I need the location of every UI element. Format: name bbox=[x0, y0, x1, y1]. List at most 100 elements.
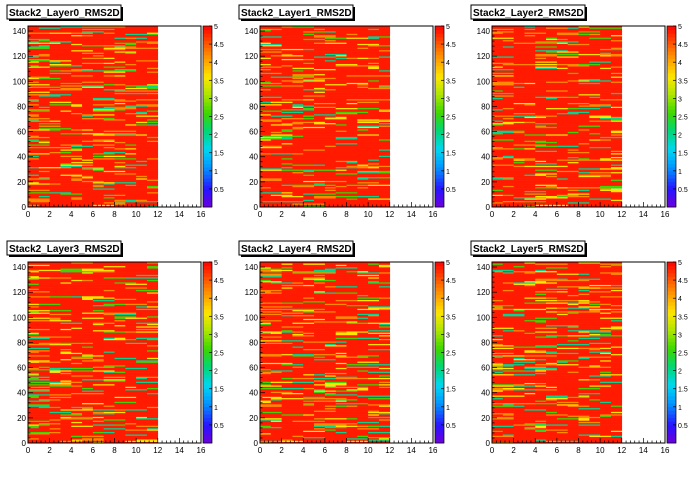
color-scale-band bbox=[435, 200, 444, 204]
title-box: Stack2_Layer4_RMS2D bbox=[239, 241, 355, 257]
color-scale-band bbox=[203, 273, 212, 277]
x-tick-label: 0 bbox=[258, 210, 263, 219]
color-scale-band bbox=[435, 178, 444, 182]
color-scale-band bbox=[203, 109, 212, 113]
color-scale-band bbox=[667, 30, 676, 34]
color-scale-label: 1.5 bbox=[214, 387, 224, 394]
color-scale-label: 4 bbox=[214, 296, 218, 303]
color-scale: 0.511.522.533.544.55 bbox=[203, 260, 224, 443]
color-scale-band bbox=[203, 269, 212, 273]
color-scale-band bbox=[667, 80, 676, 84]
color-scale-band bbox=[435, 88, 444, 92]
color-scale-band bbox=[435, 193, 444, 197]
color-scale-label: 2.5 bbox=[214, 115, 224, 122]
color-scale-band bbox=[203, 266, 212, 270]
x-tick-label: 10 bbox=[596, 210, 605, 219]
color-scale-label: 5 bbox=[214, 260, 218, 267]
color-scale-band bbox=[203, 334, 212, 338]
y-tick-label: 40 bbox=[17, 153, 26, 162]
color-scale-label: 1.5 bbox=[446, 151, 456, 158]
color-scale-band bbox=[435, 51, 444, 55]
color-scale-band bbox=[203, 298, 212, 302]
x-tick-label: 10 bbox=[364, 210, 373, 219]
x-tick-label: 16 bbox=[661, 210, 670, 219]
color-scale-band bbox=[435, 120, 444, 124]
color-scale-band bbox=[667, 138, 676, 142]
color-scale-label: 2 bbox=[214, 133, 218, 140]
y-tick-label: 100 bbox=[477, 77, 491, 86]
color-scale-band bbox=[203, 381, 212, 385]
color-scale-label: 5 bbox=[214, 24, 218, 31]
y-tick-label: 20 bbox=[481, 178, 490, 187]
color-scale-band bbox=[203, 287, 212, 291]
x-tick-label: 4 bbox=[69, 210, 74, 219]
color-scale-band bbox=[203, 429, 212, 433]
x-tick-label: 4 bbox=[301, 210, 306, 219]
color-scale-band bbox=[203, 193, 212, 197]
color-scale-band bbox=[435, 98, 444, 102]
color-scale-band bbox=[435, 73, 444, 77]
color-scale-band bbox=[203, 30, 212, 34]
color-scale-band bbox=[203, 164, 212, 168]
color-scale-label: 5 bbox=[678, 24, 682, 31]
title-box: Stack2_Layer0_RMS2D bbox=[7, 5, 123, 21]
color-scale-band bbox=[667, 182, 676, 186]
color-scale-band bbox=[667, 124, 676, 128]
color-scale-band bbox=[435, 174, 444, 178]
y-tick-label: 120 bbox=[245, 52, 259, 61]
x-tick-label: 4 bbox=[301, 446, 306, 455]
color-scale-band bbox=[203, 302, 212, 306]
color-scale-band bbox=[435, 44, 444, 48]
color-scale-band bbox=[435, 62, 444, 66]
color-scale-band bbox=[435, 171, 444, 175]
color-scale-label: 0.5 bbox=[214, 187, 224, 194]
color-scale-band bbox=[435, 117, 444, 121]
color-scale-band bbox=[203, 127, 212, 131]
color-scale-band bbox=[203, 84, 212, 88]
color-scale-label: 1 bbox=[446, 169, 450, 176]
color-scale-band bbox=[667, 117, 676, 121]
color-scale-band bbox=[435, 142, 444, 146]
color-scale-label: 3.5 bbox=[214, 314, 224, 321]
color-scale-band bbox=[435, 109, 444, 113]
y-tick-label: 80 bbox=[249, 102, 258, 111]
color-scale-band bbox=[203, 371, 212, 375]
color-scale-band bbox=[667, 200, 676, 204]
x-tick-label: 12 bbox=[153, 210, 162, 219]
color-scale-band bbox=[203, 156, 212, 160]
color-scale-band bbox=[203, 66, 212, 70]
x-tick-label: 2 bbox=[511, 210, 516, 219]
color-scale-band bbox=[667, 164, 676, 168]
color-scale-band bbox=[667, 178, 676, 182]
color-scale-band bbox=[667, 37, 676, 41]
color-scale-band bbox=[203, 389, 212, 393]
x-tick-label: 14 bbox=[407, 446, 416, 455]
color-scale-band bbox=[203, 138, 212, 142]
y-tick-label: 40 bbox=[249, 153, 258, 162]
color-scale-band bbox=[435, 164, 444, 168]
color-scale-band bbox=[667, 193, 676, 197]
y-tick-label: 40 bbox=[17, 389, 26, 398]
color-scale-band bbox=[435, 196, 444, 200]
color-scale-band bbox=[203, 135, 212, 139]
color-scale-band bbox=[203, 98, 212, 102]
color-scale-label: 4 bbox=[678, 60, 682, 67]
color-scale-label: 2 bbox=[214, 369, 218, 376]
x-tick-label: 8 bbox=[344, 210, 349, 219]
color-scale-label: 4.5 bbox=[678, 42, 688, 49]
x-tick-label: 16 bbox=[197, 446, 206, 455]
color-scale-label: 1.5 bbox=[678, 151, 688, 158]
color-scale-band bbox=[203, 80, 212, 84]
color-scale-band bbox=[435, 153, 444, 157]
color-scale-band bbox=[667, 66, 676, 70]
color-scale-band bbox=[203, 436, 212, 440]
color-scale-band bbox=[203, 407, 212, 411]
chart-title: Stack2_Layer1_RMS2D bbox=[241, 8, 352, 19]
color-scale-band bbox=[435, 66, 444, 70]
y-tick-label: 140 bbox=[13, 27, 27, 36]
color-scale-band bbox=[203, 291, 212, 295]
title-box: Stack2_Layer2_RMS2D bbox=[471, 5, 587, 21]
color-scale-band bbox=[667, 106, 676, 110]
